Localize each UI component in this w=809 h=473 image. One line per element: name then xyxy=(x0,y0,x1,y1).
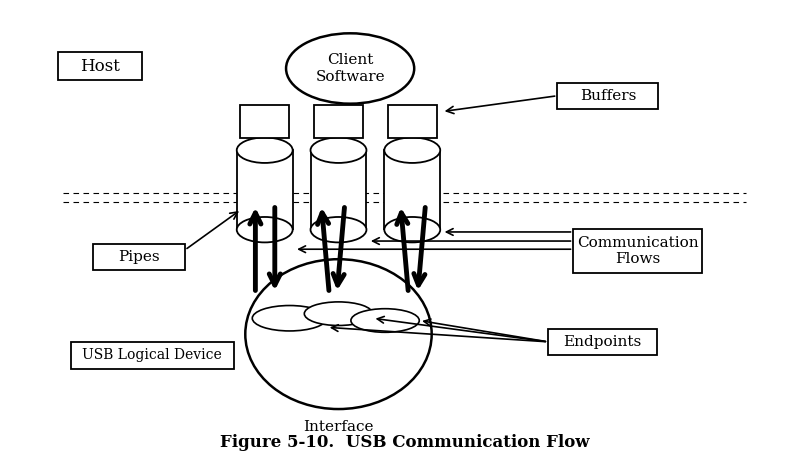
Ellipse shape xyxy=(351,309,419,333)
Polygon shape xyxy=(311,150,366,230)
Bar xyxy=(557,83,659,109)
Bar xyxy=(70,342,234,368)
Text: Buffers: Buffers xyxy=(580,89,636,103)
Bar xyxy=(549,329,657,355)
Ellipse shape xyxy=(304,302,373,325)
Text: Interface: Interface xyxy=(303,420,374,434)
Text: USB Logical Device: USB Logical Device xyxy=(83,349,222,362)
Bar xyxy=(388,105,437,138)
Text: Client
Software: Client Software xyxy=(316,53,385,84)
Ellipse shape xyxy=(237,138,293,163)
Text: Figure 5-10.  USB Communication Flow: Figure 5-10. USB Communication Flow xyxy=(220,434,589,451)
Text: Endpoints: Endpoints xyxy=(563,335,642,349)
Bar xyxy=(58,52,142,80)
Bar xyxy=(574,229,701,272)
Ellipse shape xyxy=(384,217,440,242)
Ellipse shape xyxy=(252,306,327,331)
Ellipse shape xyxy=(384,138,440,163)
Ellipse shape xyxy=(286,33,414,104)
Bar xyxy=(240,105,290,138)
Text: Communication
Flows: Communication Flows xyxy=(577,236,698,266)
Ellipse shape xyxy=(311,138,366,163)
Polygon shape xyxy=(384,150,440,230)
Ellipse shape xyxy=(311,217,366,242)
Bar xyxy=(314,105,363,138)
Text: Pipes: Pipes xyxy=(118,250,159,264)
Bar xyxy=(93,244,184,270)
Polygon shape xyxy=(237,150,293,230)
Text: Host: Host xyxy=(80,58,120,75)
Ellipse shape xyxy=(245,259,432,409)
Ellipse shape xyxy=(237,217,293,242)
